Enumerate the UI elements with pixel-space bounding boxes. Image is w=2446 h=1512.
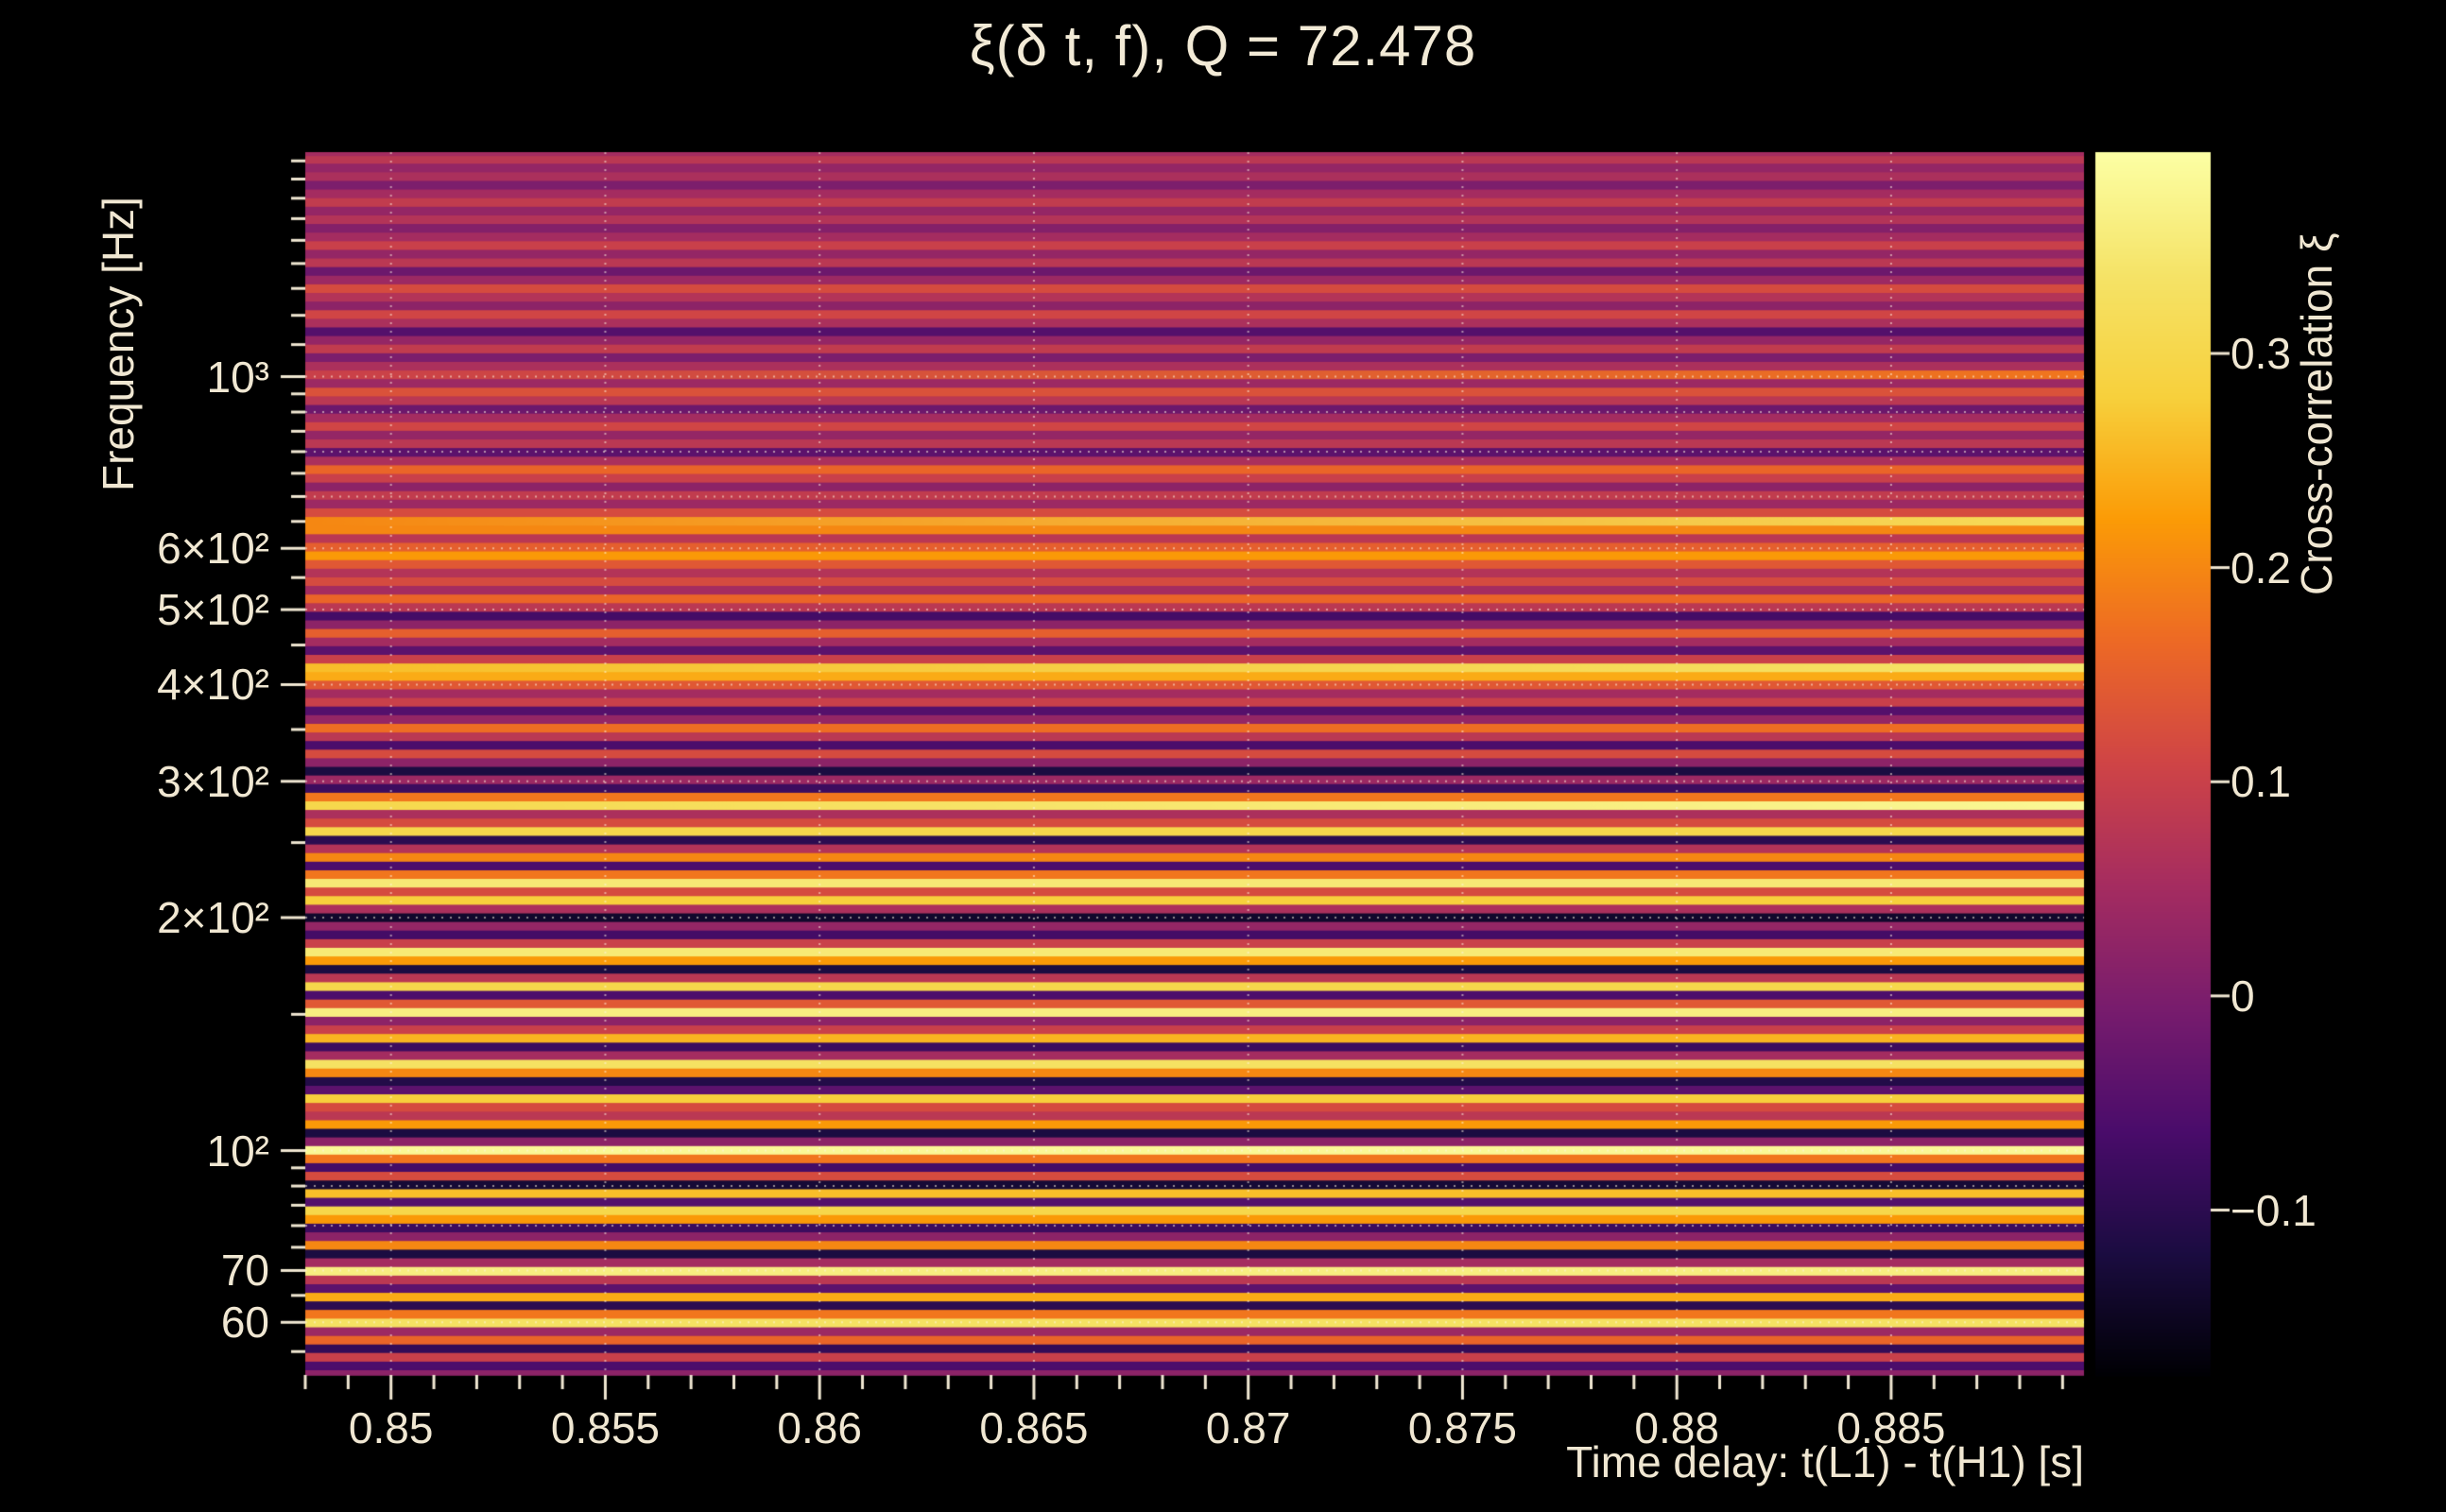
y-tick-label: 3×10² bbox=[157, 756, 269, 806]
y-tick-label: 4×10² bbox=[157, 660, 269, 710]
x-tick-label: 0.885 bbox=[1836, 1403, 1946, 1452]
y-axis-label: Frequency [Hz] bbox=[94, 197, 143, 491]
x-tick-label: 0.86 bbox=[777, 1403, 862, 1452]
x-tick-label: 0.87 bbox=[1205, 1403, 1291, 1452]
y-tick-label: 5×10² bbox=[157, 585, 269, 635]
x-tick-label: 0.865 bbox=[979, 1403, 1089, 1452]
y-tick-label: 60 bbox=[220, 1297, 269, 1348]
x-tick-label: 0.88 bbox=[1634, 1403, 1719, 1452]
colorbar-tick-label: −0.1 bbox=[2231, 1185, 2317, 1235]
y-tick-label: 70 bbox=[220, 1246, 269, 1296]
x-tick-label: 0.85 bbox=[348, 1403, 434, 1452]
colorbar-tick-label: 0.1 bbox=[2231, 757, 2291, 807]
colorbar-tick-label: 0 bbox=[2231, 971, 2255, 1021]
y-tick-label: 10³ bbox=[206, 352, 269, 402]
y-tick-label: 6×10² bbox=[157, 524, 269, 574]
y-tick-label: 10² bbox=[206, 1125, 269, 1176]
colorbar-label: Cross-correlation ξ bbox=[2292, 232, 2341, 595]
x-tick-label: 0.855 bbox=[550, 1403, 660, 1452]
chart-title: ξ(δ t, f), Q = 72.478 bbox=[969, 14, 1477, 77]
colorbar-tick-label: 0.3 bbox=[2231, 329, 2291, 379]
x-tick-label: 0.875 bbox=[1407, 1403, 1517, 1452]
x-axis-label: Time delay: t(L1) - t(H1) [s] bbox=[1566, 1437, 2084, 1486]
y-tick-label: 2×10² bbox=[157, 893, 269, 943]
colorbar-tick-label: 0.2 bbox=[2231, 542, 2291, 593]
